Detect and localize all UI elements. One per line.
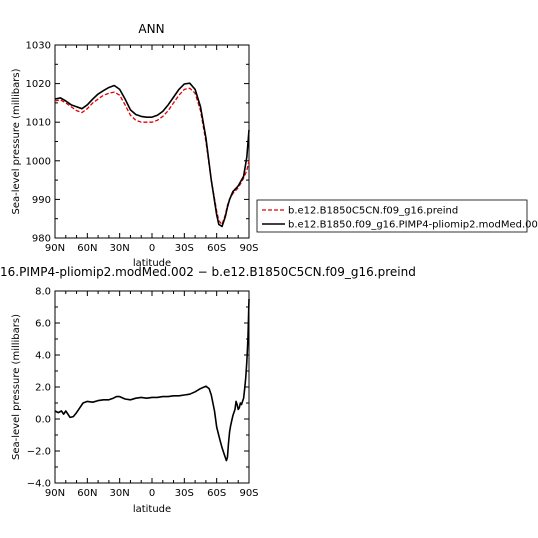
- top-y-tick-label: 990: [32, 195, 51, 206]
- top-plot: ANN 980 990 1000 1010 1020 1030 90N 60N 30N 0 30S…: [11, 22, 259, 254]
- bottom-plot-title: 16.PIMP4-pliomip2.modMed.002 − b.e12.B18…: [0, 265, 416, 279]
- top-y-tick-label: 1030: [26, 41, 51, 52]
- top-series-group: [54, 82, 250, 228]
- top-plot-frame: [54, 44, 250, 239]
- bottom-x-tick-label: 30N: [110, 488, 130, 499]
- legend-label-pliomip2: b.e12.B1850.f09_g16.PIMP4-pliomip2.modMe…: [288, 220, 538, 231]
- top-y-axis-label: Sea-level pressure (millibars): [11, 68, 22, 214]
- bottom-x-tick-label: 60N: [77, 488, 97, 499]
- bottom-y-tick-label: 6.0: [35, 319, 51, 330]
- top-y-tick-label: 1010: [26, 118, 51, 129]
- top-plot-title: ANN: [138, 22, 164, 36]
- top-y-tick-label: 1000: [26, 156, 51, 167]
- top-x-tick-label: 0: [149, 243, 155, 254]
- bottom-x-axis: 90N 60N 30N 0 30S 60S 90S: [45, 291, 259, 499]
- bottom-x-tick-label: 60S: [207, 488, 226, 499]
- top-y-axis: 980 990 1000 1010 1020 1030: [26, 41, 249, 245]
- bottom-y-tick-label: −4.0: [27, 479, 51, 490]
- bottom-x-axis-label: latitude: [133, 504, 171, 515]
- bottom-y-tick-label: −2.0: [27, 447, 51, 458]
- bottom-plot: 16.PIMP4-pliomip2.modMed.002 − b.e12.B18…: [0, 265, 416, 515]
- bottom-x-tick-label: 90S: [239, 488, 258, 499]
- bottom-x-tick-label: 30S: [175, 488, 194, 499]
- top-x-tick-label: 30S: [175, 243, 194, 254]
- bottom-series-line-0: [54, 298, 250, 462]
- bottom-y-tick-label: 8.0: [35, 287, 51, 298]
- bottom-y-tick-label: 0.0: [35, 415, 51, 426]
- bottom-y-axis-label: Sea-level pressure (millibars): [11, 314, 22, 460]
- legend-box: [256, 199, 528, 233]
- top-x-tick-label: 30N: [110, 243, 130, 254]
- top-x-axis-label: latitude: [133, 258, 171, 269]
- top-y-tick-label: 980: [32, 234, 51, 245]
- top-x-tick-label: 90N: [45, 243, 65, 254]
- bottom-series-group: [54, 298, 250, 462]
- top-series-line-0: [54, 87, 250, 226]
- legend: b.e12.B1850C5CN.f09_g16.preind b.e12.B18…: [256, 199, 538, 233]
- top-series-line-1: [54, 82, 250, 228]
- bottom-y-tick-label: 4.0: [35, 351, 51, 362]
- top-x-tick-label: 60S: [207, 243, 226, 254]
- bottom-x-tick-label: 90N: [45, 488, 65, 499]
- bottom-plot-frame: [54, 290, 250, 484]
- top-x-tick-label: 90S: [239, 243, 258, 254]
- legend-label-preind: b.e12.B1850C5CN.f09_g16.preind: [288, 206, 458, 217]
- top-x-tick-label: 60N: [77, 243, 97, 254]
- top-y-tick-label: 1020: [26, 79, 51, 90]
- bottom-y-tick-label: 2.0: [35, 383, 51, 394]
- top-x-axis: 90N 60N 30N 0 30S 60S 90S: [45, 45, 259, 254]
- bottom-y-axis: −4.0 −2.0 0.0 2.0 4.0 6.0 8.0: [27, 287, 249, 490]
- bottom-x-tick-label: 0: [149, 488, 155, 499]
